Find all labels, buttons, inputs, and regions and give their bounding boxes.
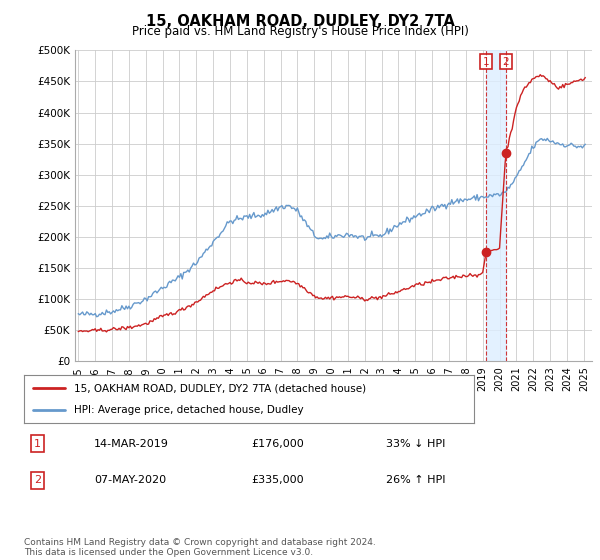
Text: Price paid vs. HM Land Registry's House Price Index (HPI): Price paid vs. HM Land Registry's House … xyxy=(131,25,469,38)
Text: 1: 1 xyxy=(483,57,490,67)
Text: £335,000: £335,000 xyxy=(251,475,304,485)
Text: 26% ↑ HPI: 26% ↑ HPI xyxy=(386,475,445,485)
Text: 1: 1 xyxy=(34,439,41,449)
Text: 15, OAKHAM ROAD, DUDLEY, DY2 7TA (detached house): 15, OAKHAM ROAD, DUDLEY, DY2 7TA (detach… xyxy=(74,383,365,393)
Text: 33% ↓ HPI: 33% ↓ HPI xyxy=(386,439,445,449)
Text: Contains HM Land Registry data © Crown copyright and database right 2024.
This d: Contains HM Land Registry data © Crown c… xyxy=(24,538,376,557)
Text: 14-MAR-2019: 14-MAR-2019 xyxy=(94,439,169,449)
Bar xyxy=(486,50,506,361)
Text: 2: 2 xyxy=(34,475,41,485)
Text: 15, OAKHAM ROAD, DUDLEY, DY2 7TA: 15, OAKHAM ROAD, DUDLEY, DY2 7TA xyxy=(146,14,454,29)
Text: £176,000: £176,000 xyxy=(251,439,304,449)
Text: 07-MAY-2020: 07-MAY-2020 xyxy=(94,475,166,485)
Text: 2: 2 xyxy=(502,57,509,67)
Text: HPI: Average price, detached house, Dudley: HPI: Average price, detached house, Dudl… xyxy=(74,405,303,415)
